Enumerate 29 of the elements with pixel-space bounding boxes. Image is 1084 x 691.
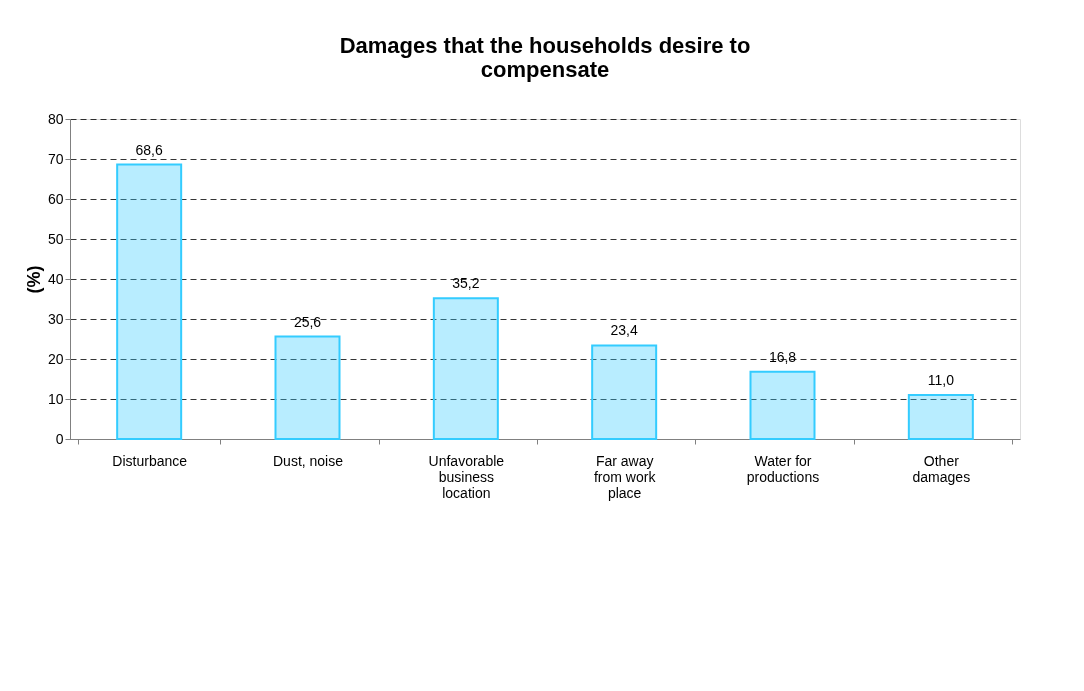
x-tick-label: Disturbance	[112, 452, 188, 469]
y-tick-label: 60	[47, 190, 64, 207]
y-tick-label: 30	[47, 310, 64, 327]
bar	[274, 335, 341, 440]
y-tick-label: 40	[47, 270, 64, 287]
x-tick-label: Water for productions	[746, 452, 820, 485]
bar	[116, 163, 183, 440]
x-tick-label: Far away from work place	[593, 452, 657, 501]
x-tick-label: Other damages	[912, 452, 971, 485]
x-tick-label: Unfavorable business location	[428, 452, 505, 501]
y-tick-label: 70	[47, 150, 64, 167]
data-label: 25,6	[293, 313, 322, 330]
data-label: 11,0	[927, 372, 955, 388]
bar	[591, 344, 658, 440]
data-label: 23,4	[610, 322, 638, 339]
data-label: 68,6	[135, 141, 163, 158]
y-tick-label: 0	[55, 430, 64, 447]
data-label: 35,2	[452, 275, 480, 292]
data-label: 16,8	[768, 348, 797, 365]
y-tick-label: 10	[47, 390, 64, 407]
y-axis-title: (%)	[23, 265, 44, 294]
bar	[749, 370, 816, 440]
chart-title: Damages that the households desire to compensate	[339, 33, 751, 82]
bar	[432, 297, 499, 440]
bar	[907, 394, 974, 440]
y-tick-label: 80	[47, 110, 64, 127]
x-tick-label: Dust, noise	[272, 452, 344, 469]
y-tick-label: 50	[47, 230, 64, 247]
y-tick-label: 20	[47, 350, 64, 367]
